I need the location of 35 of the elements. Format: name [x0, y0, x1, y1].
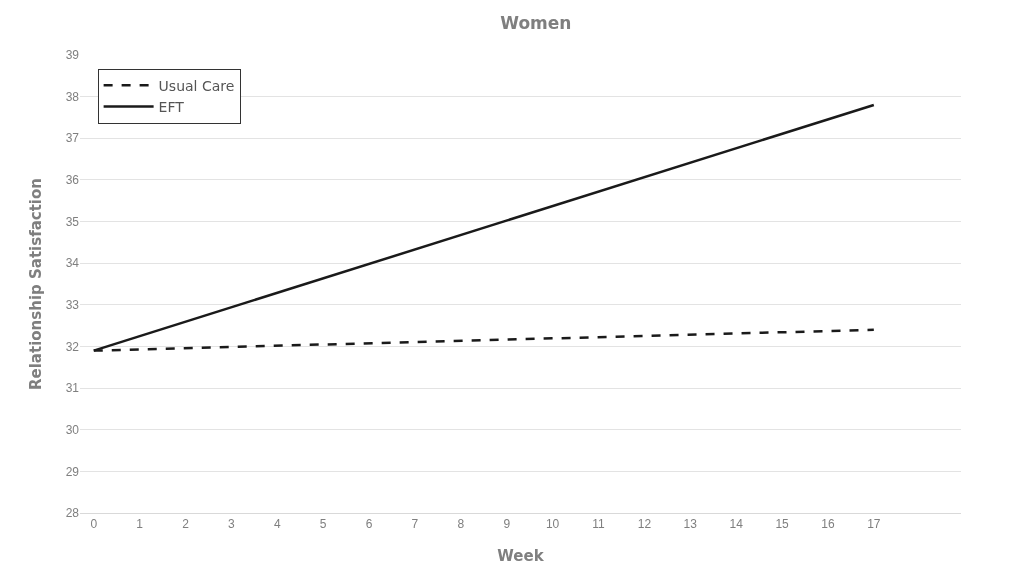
x-tick-label: 16 — [821, 517, 835, 532]
y-tick-label: 38 — [65, 89, 80, 104]
y-tick-label: 34 — [65, 256, 80, 271]
x-tick-label: 9 — [503, 517, 511, 532]
x-tick-label: 5 — [319, 517, 327, 532]
y-tick-label: 30 — [65, 422, 80, 437]
x-tick-label: 2 — [182, 517, 190, 532]
y-tick-label: 35 — [65, 214, 80, 229]
x-tick-label: 0 — [90, 517, 98, 532]
x-tick-label: 7 — [411, 517, 419, 532]
y-tick-label: 28 — [65, 506, 80, 521]
x-tick-label: 15 — [775, 517, 790, 532]
x-tick-label: 13 — [683, 517, 698, 532]
y-tick-label: 36 — [65, 173, 80, 188]
x-tick-label: 4 — [273, 517, 281, 532]
legend-label: Usual Care — [158, 77, 235, 94]
x-tick-label: 1 — [136, 517, 144, 532]
x-tick-label: 3 — [228, 517, 236, 532]
x-tick-label: 6 — [365, 517, 373, 532]
x-tick-label: 10 — [545, 517, 560, 532]
legend-label: EFT — [158, 99, 185, 115]
x-tick-label: 14 — [729, 517, 744, 532]
y-tick-label: 32 — [65, 339, 80, 354]
y-tick-label: 31 — [65, 381, 80, 396]
x-tick-label: 12 — [637, 517, 652, 532]
y-tick-label: 33 — [65, 298, 80, 313]
x-tick-label: 11 — [592, 517, 606, 532]
y-tick-label: 29 — [65, 464, 80, 479]
chart-title: Women — [500, 13, 572, 34]
y-tick-label: 39 — [65, 48, 80, 63]
y-tick-label: 37 — [65, 131, 80, 146]
y-axis-title: Relationship Satisfaction — [26, 178, 45, 390]
x-axis-title: Week — [497, 547, 545, 566]
x-tick-label: 8 — [457, 517, 465, 532]
x-tick-label: 17 — [867, 517, 881, 532]
